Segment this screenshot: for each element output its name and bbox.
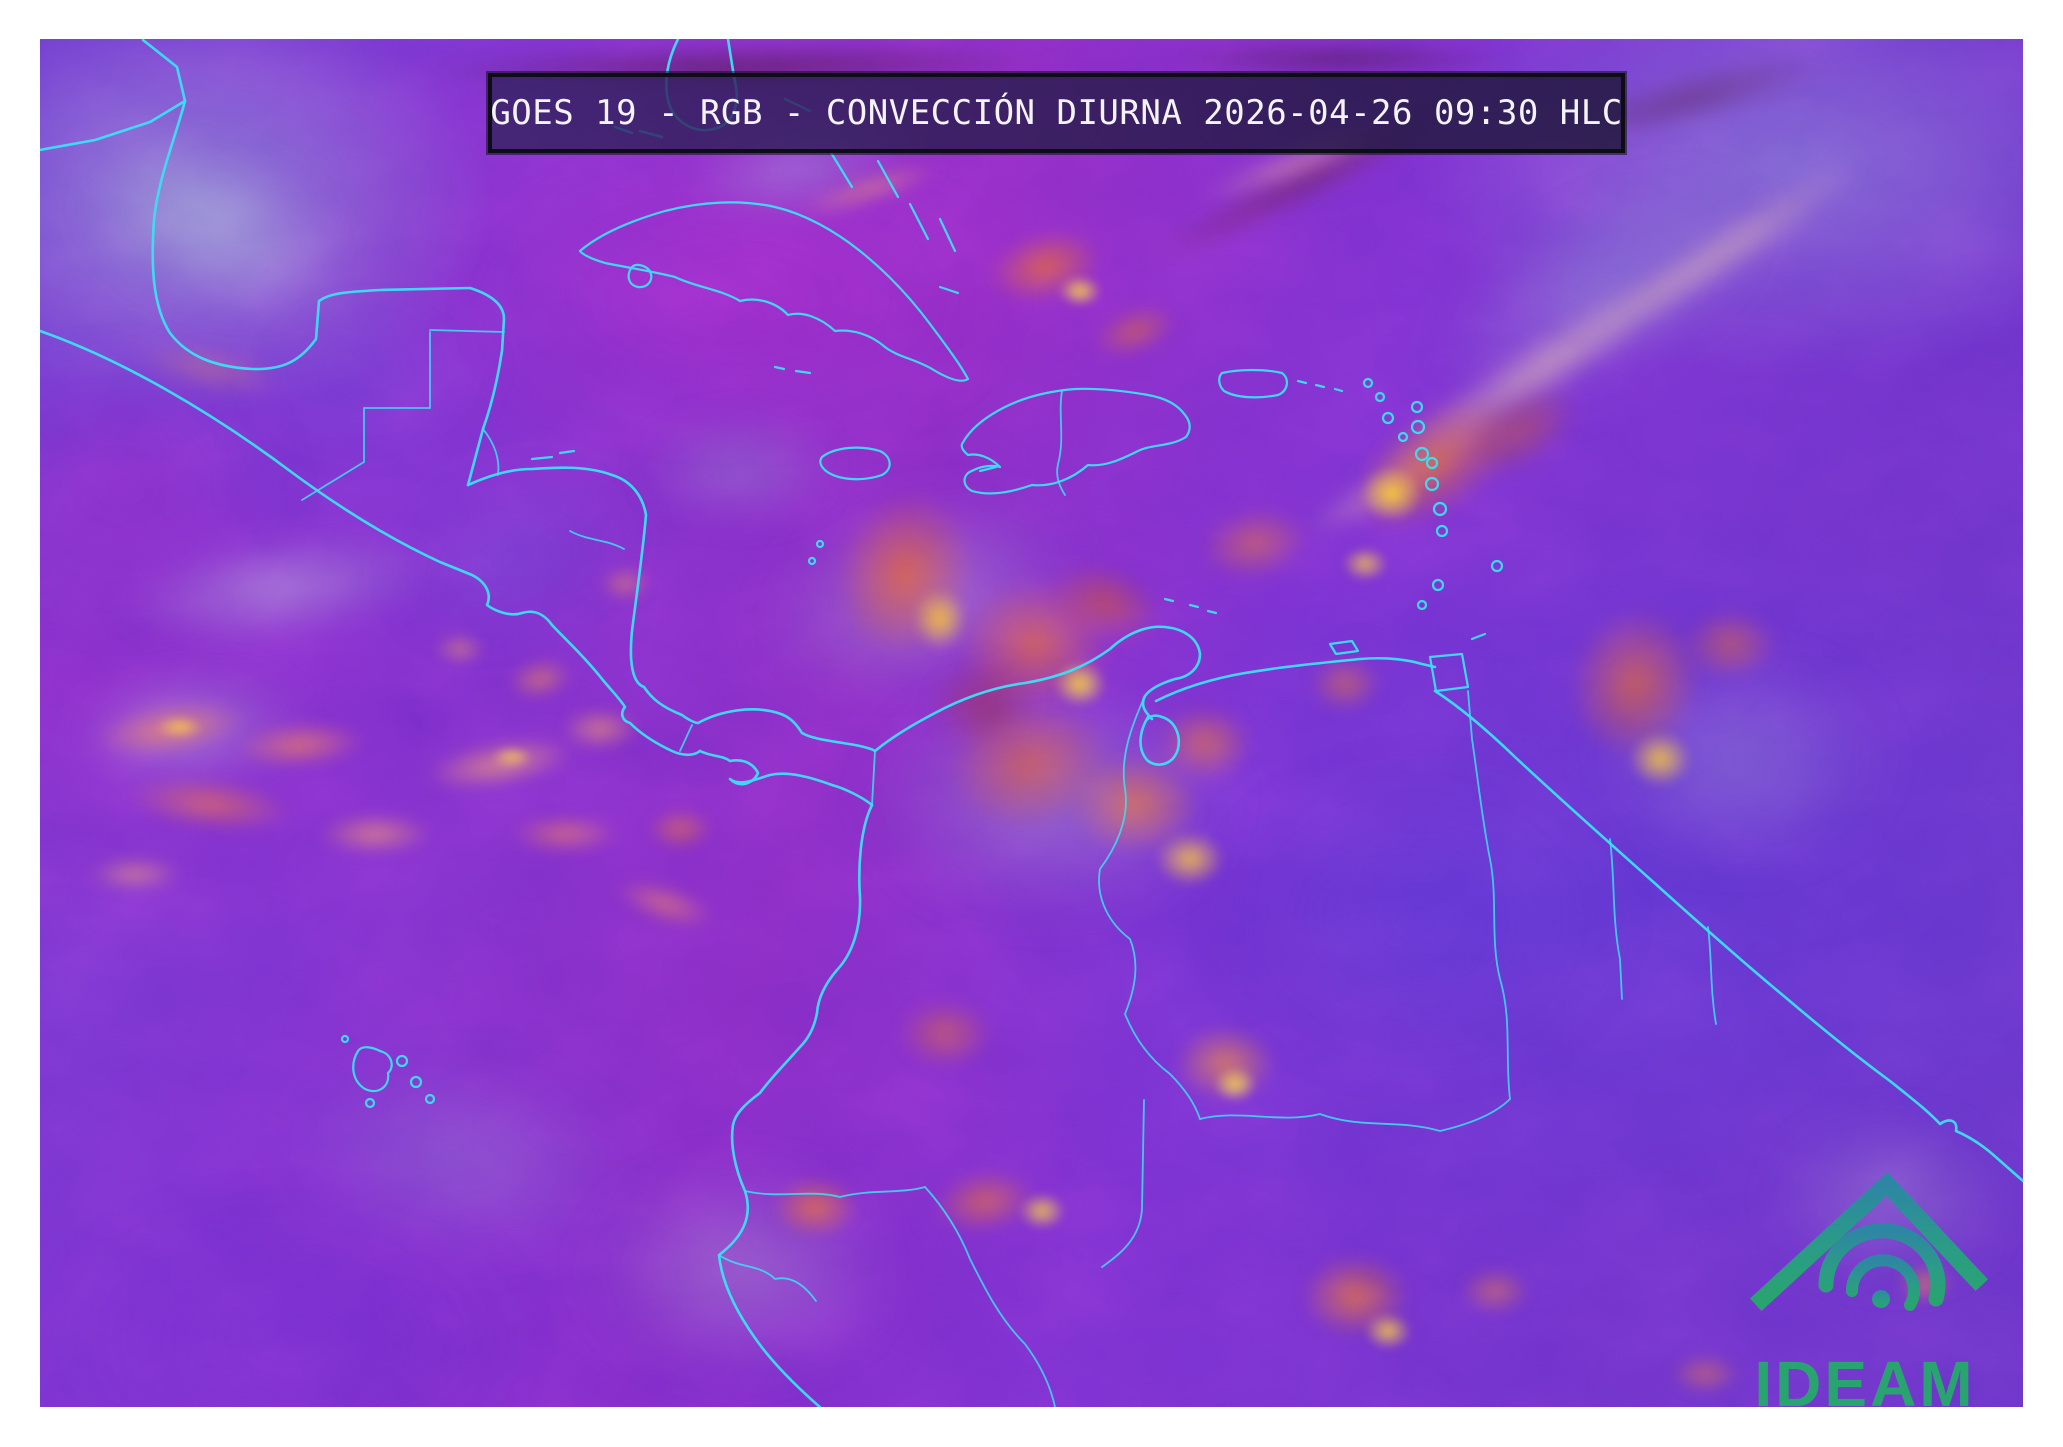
coastline-borders	[40, 39, 2023, 1407]
title-text: GOES 19 - RGB - CONVECCIÓN DIURNA 2026-0…	[490, 93, 1623, 133]
title-bar: GOES 19 - RGB - CONVECCIÓN DIURNA 2026-0…	[488, 73, 1625, 153]
ideam-swirl-icon	[1749, 1172, 1989, 1312]
ideam-logo-text: IDEAM	[1754, 1348, 1976, 1407]
ideam-logo: IDEAM	[1740, 1159, 2010, 1407]
cloud-texture-overlay	[40, 39, 2023, 1407]
satellite-image: GOES 19 - RGB - CONVECCIÓN DIURNA 2026-0…	[40, 39, 2023, 1407]
